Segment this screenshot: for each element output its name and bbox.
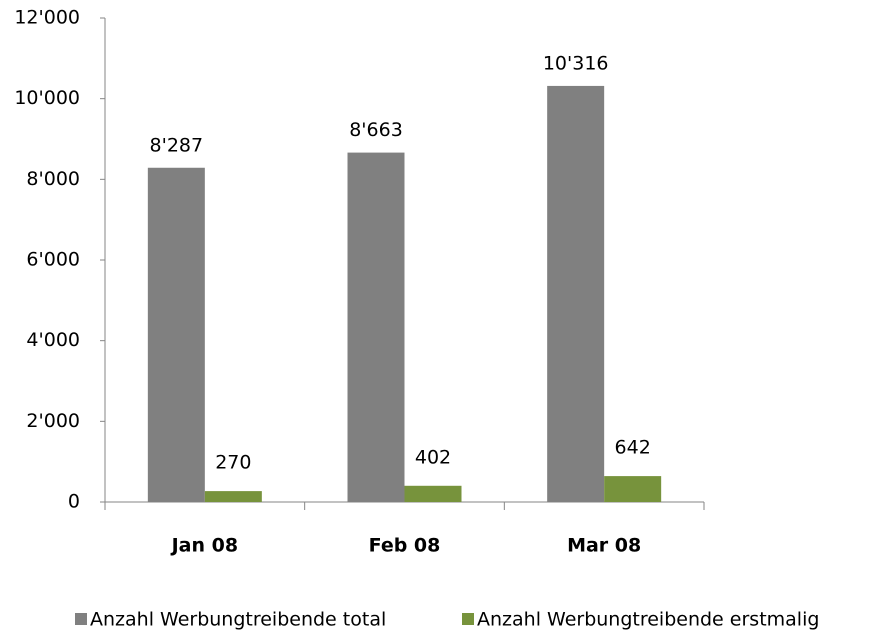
legend-label: Anzahl Werbungtreibende total: [90, 609, 386, 631]
value-label: 10'316: [543, 52, 609, 74]
y-tick-label: 4'000: [26, 329, 80, 351]
bar: [347, 152, 405, 502]
x-tick-label: Jan 08: [170, 535, 238, 557]
bar: [547, 85, 605, 503]
legend-label: Anzahl Werbungtreibende erstmalig: [477, 609, 819, 631]
x-tick-label: Mar 08: [567, 535, 641, 557]
bar: [604, 476, 662, 502]
y-tick-label: 12'000: [14, 7, 80, 29]
value-label: 642: [615, 437, 651, 459]
bar: [147, 167, 205, 502]
legend-swatch: [462, 613, 474, 625]
value-label: 270: [215, 452, 251, 474]
value-label: 402: [415, 446, 451, 468]
y-tick-label: 2'000: [26, 410, 80, 432]
y-tick-label: 6'000: [26, 249, 80, 271]
y-tick-label: 10'000: [14, 87, 80, 109]
y-tick-label: 8'000: [26, 168, 80, 190]
y-tick-label: 0: [68, 491, 80, 513]
bar: [404, 485, 462, 502]
legend-swatch: [75, 613, 87, 625]
value-label: 8'663: [349, 119, 403, 141]
x-tick-label: Feb 08: [369, 535, 441, 557]
value-label: 8'287: [150, 134, 204, 156]
bar: [204, 491, 262, 502]
